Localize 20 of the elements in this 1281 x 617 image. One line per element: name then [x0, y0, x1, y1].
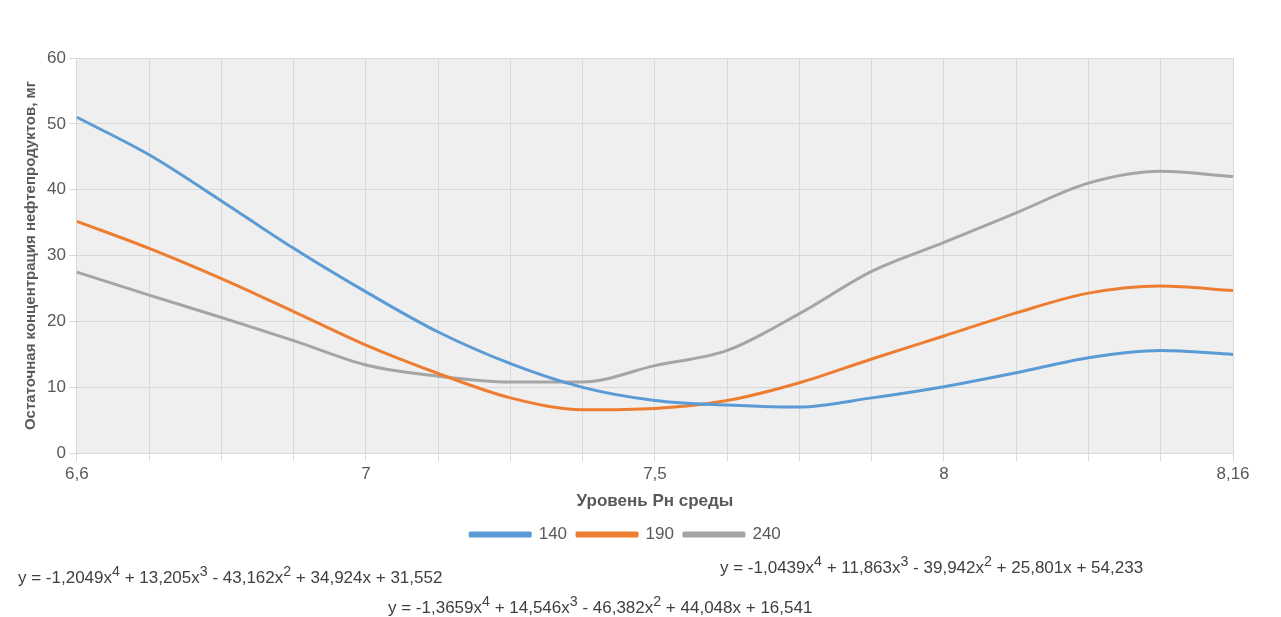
x-tick-label: 8	[939, 464, 949, 484]
text: y = -1,2049x$^{4}$ + 13,205x$^{3}$ - 43,162x$^{2}$ + 34,924x + 31,552	[18, 563, 443, 588]
y-tick-label: 10	[46, 377, 66, 397]
y-axis-title: Остаточная концентрация нефтепродуктов, мг	[21, 81, 39, 431]
y-tick-label: 40	[46, 179, 66, 199]
legend-label: 190	[645, 524, 674, 544]
x-tick-label: 6,6	[65, 464, 89, 484]
x-tick-label: 7,5	[643, 464, 667, 484]
x-axis-title: Уровень Рн среды	[576, 491, 734, 511]
y-tick-label: 50	[46, 113, 66, 133]
x-tick-label: 8,16	[1216, 464, 1250, 484]
text: y = -1,3659x$^{4}$ + 14,546x$^{3}$ - 46,382x$^{2}$ + 44,048x + 16,541	[388, 593, 813, 617]
legend-label: 240	[752, 524, 781, 544]
legend-label: 140	[538, 524, 568, 544]
y-tick-label: 60	[46, 47, 66, 67]
x-tick-label: 7	[361, 464, 371, 484]
y-tick-label: 20	[46, 311, 66, 331]
y-tick-label: 0	[56, 442, 66, 462]
y-tick-label: 30	[46, 245, 66, 265]
text: y = -1,0439x$^{4}$ + 11,863x$^{3}$ - 39,942x$^{2}$ + 25,801x + 54,233	[720, 553, 1144, 578]
